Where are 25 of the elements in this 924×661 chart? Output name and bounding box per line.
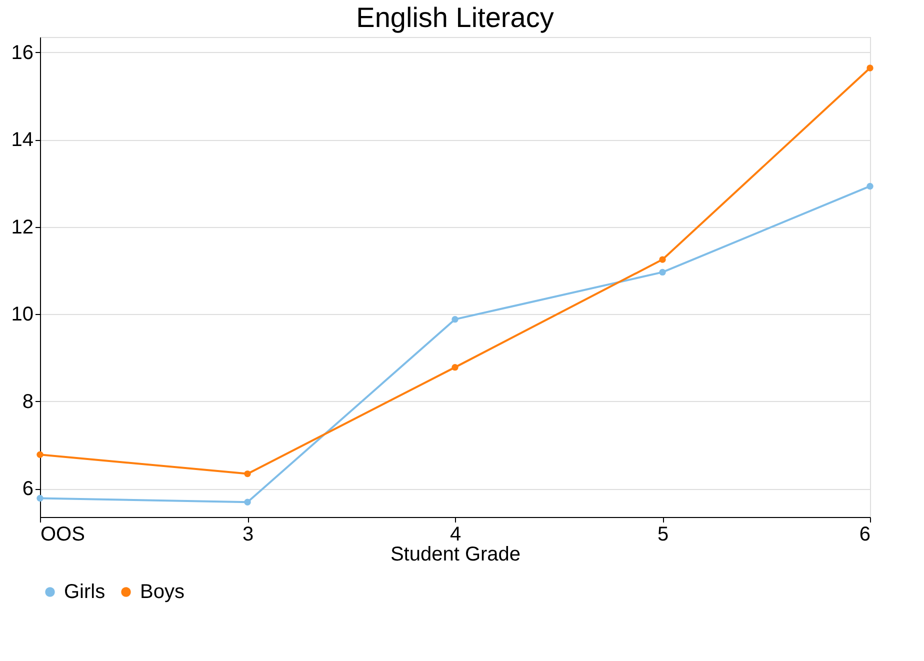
legend-label: Girls bbox=[64, 581, 106, 603]
y-tick-label: 10 bbox=[11, 304, 34, 326]
point bbox=[36, 451, 44, 458]
x-tick-label: 6 bbox=[859, 524, 870, 546]
x-tick-label: 4 bbox=[450, 524, 462, 546]
y-tick-label: 14 bbox=[11, 129, 34, 152]
y-tick-label: 6 bbox=[22, 478, 34, 500]
point bbox=[659, 268, 666, 276]
chart-title: English Literacy bbox=[356, 2, 554, 33]
y-tick-label: 16 bbox=[11, 42, 34, 64]
x-tick-label: 3 bbox=[242, 524, 254, 546]
legend-label: Boys bbox=[140, 581, 184, 603]
point bbox=[866, 182, 874, 190]
x-axis-title: Student Grade bbox=[390, 544, 521, 566]
point bbox=[452, 316, 458, 323]
x-tick-label: 5 bbox=[657, 524, 669, 546]
point bbox=[659, 256, 666, 263]
point bbox=[866, 64, 874, 72]
y-tick-label: 12 bbox=[11, 216, 34, 238]
x-tick-label: OOS bbox=[40, 524, 85, 546]
point bbox=[244, 498, 251, 506]
point bbox=[36, 494, 44, 502]
point bbox=[452, 364, 458, 371]
y-tick-label: 8 bbox=[22, 390, 34, 413]
point bbox=[244, 470, 251, 478]
